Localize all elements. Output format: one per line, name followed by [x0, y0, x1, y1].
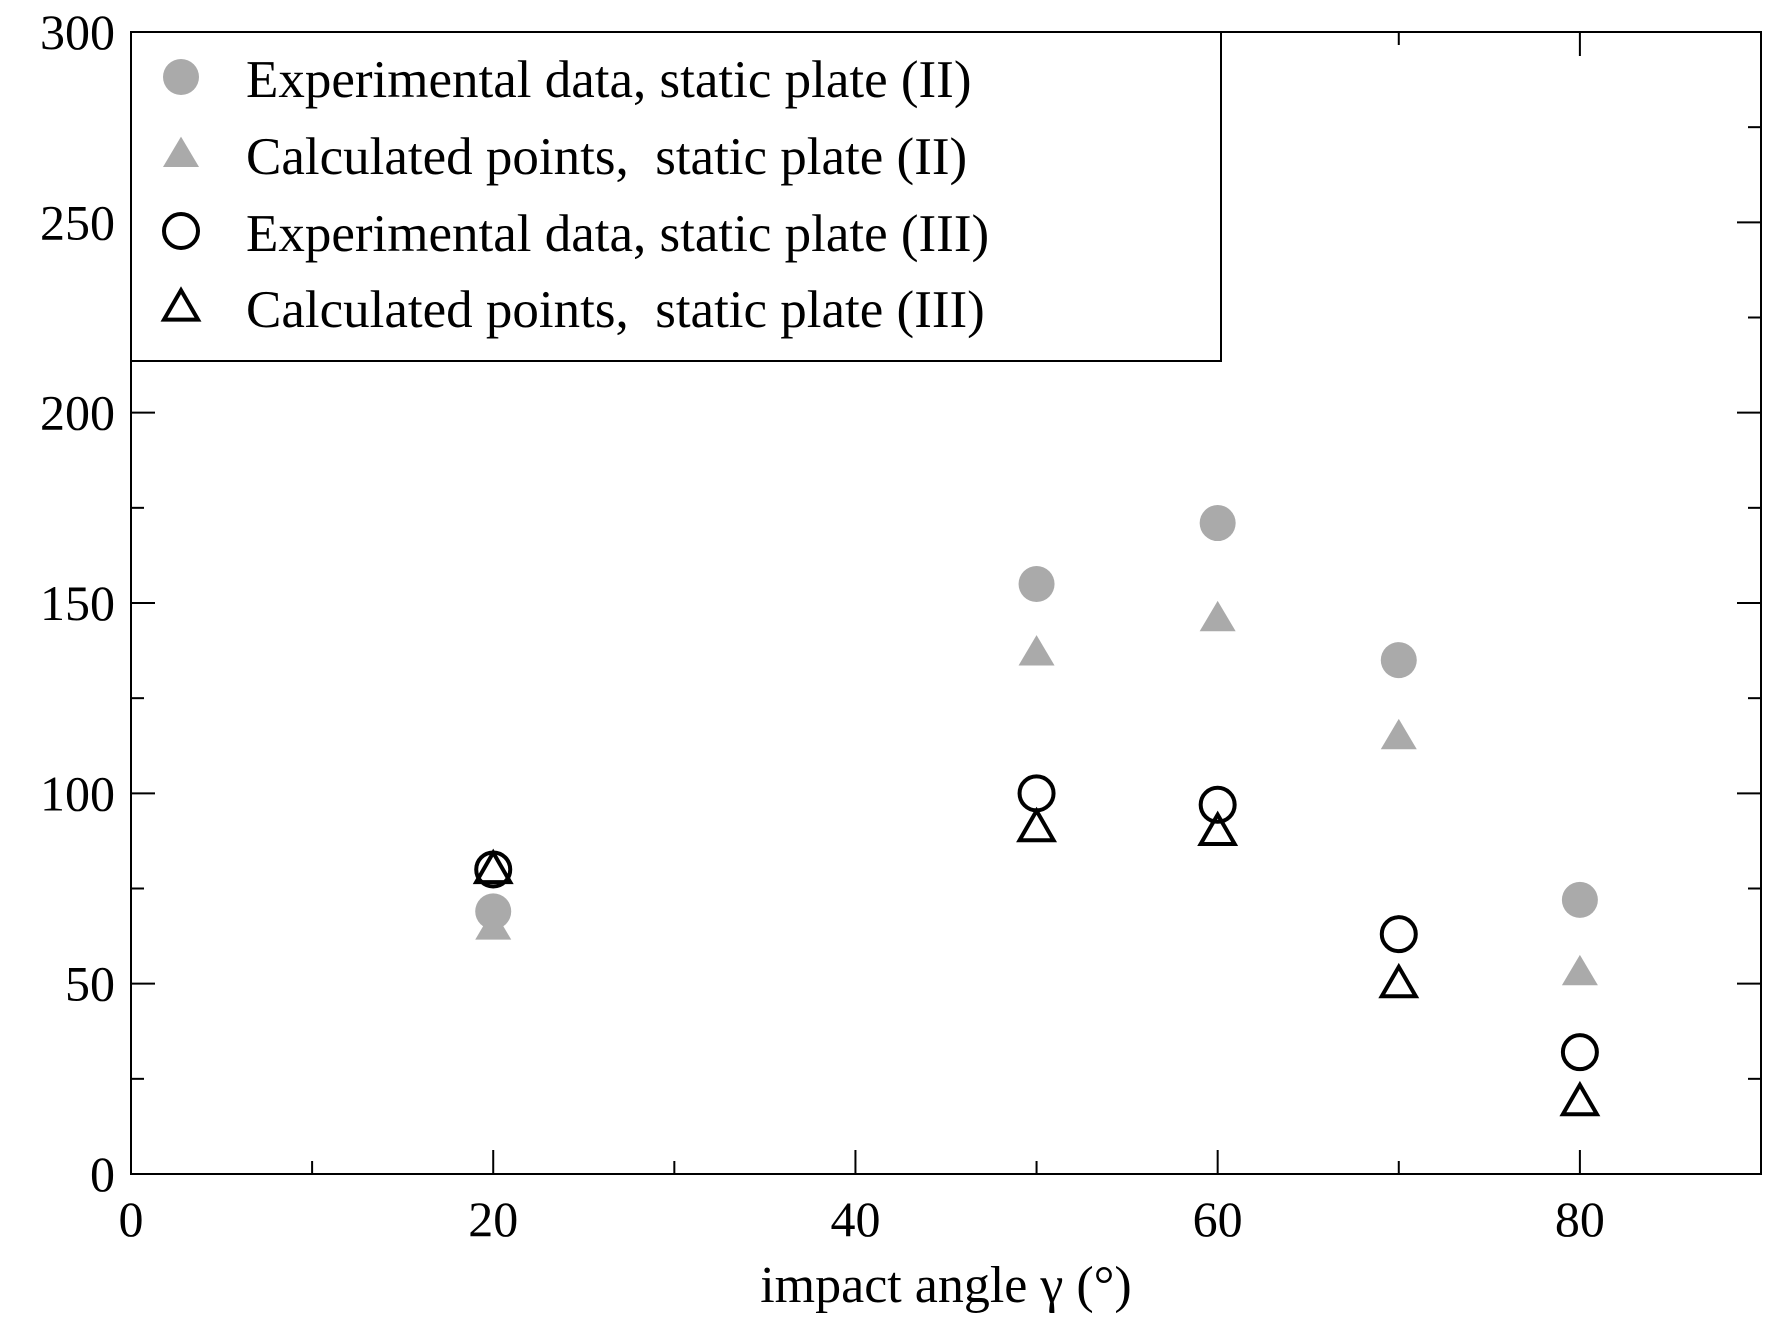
data-point — [1378, 962, 1420, 999]
x-tick-label: 80 — [1555, 1191, 1605, 1247]
legend-marker — [163, 59, 199, 95]
data-point — [1199, 600, 1236, 632]
y-tick-label: 300 — [40, 4, 115, 60]
legend-marker — [162, 212, 200, 250]
x-tick-label: 60 — [1193, 1191, 1243, 1247]
data-point — [1018, 635, 1055, 666]
y-tick-label: 100 — [40, 765, 115, 821]
legend-marker — [163, 136, 199, 168]
legend-label: Experimental data, static plate (II) — [246, 51, 971, 109]
data-points — [472, 505, 1601, 1117]
legend-marker — [160, 286, 202, 322]
data-point — [472, 848, 514, 885]
x-tick-label: 40 — [830, 1191, 880, 1247]
data-point — [1197, 810, 1239, 846]
y-tick-label: 50 — [65, 956, 115, 1012]
data-point — [475, 909, 512, 940]
data-point — [1560, 1033, 1599, 1072]
axis-tick-labels: 0 20 40 60 80 0 50 100 150 200 250 300 — [40, 4, 1605, 1247]
legend-label: Calculated points, static plate (III) — [246, 281, 985, 339]
legend-label: Calculated points, static plate (II) — [246, 128, 967, 186]
data-point — [1379, 915, 1418, 954]
series-2 — [475, 600, 1598, 986]
x-axis-label: impact angle γ (°) — [760, 1257, 1132, 1314]
legend-label: Experimental data, static plate (III) — [246, 205, 989, 263]
data-point — [1198, 785, 1237, 824]
x-tick-label: 0 — [119, 1191, 144, 1247]
y-tick-label: 200 — [40, 385, 115, 441]
series-4 — [472, 806, 1601, 1117]
data-point — [1561, 954, 1598, 986]
series-1 — [475, 505, 1598, 930]
data-point — [1380, 718, 1417, 750]
data-point — [1380, 642, 1417, 679]
data-point — [1018, 565, 1055, 602]
data-point — [1199, 505, 1236, 542]
x-tick-label: 20 — [468, 1191, 518, 1247]
legend-box — [130, 31, 1222, 362]
y-tick-label: 150 — [40, 575, 115, 631]
y-tick-label: 0 — [90, 1146, 115, 1202]
data-point — [1559, 1080, 1601, 1117]
series-3 — [474, 774, 1599, 1072]
legend: Experimental data, static plate (II) Calc… — [130, 31, 1222, 362]
data-point — [1561, 881, 1598, 918]
data-point — [1016, 806, 1058, 843]
data-point — [1017, 774, 1056, 813]
y-tick-label: 250 — [40, 194, 115, 250]
